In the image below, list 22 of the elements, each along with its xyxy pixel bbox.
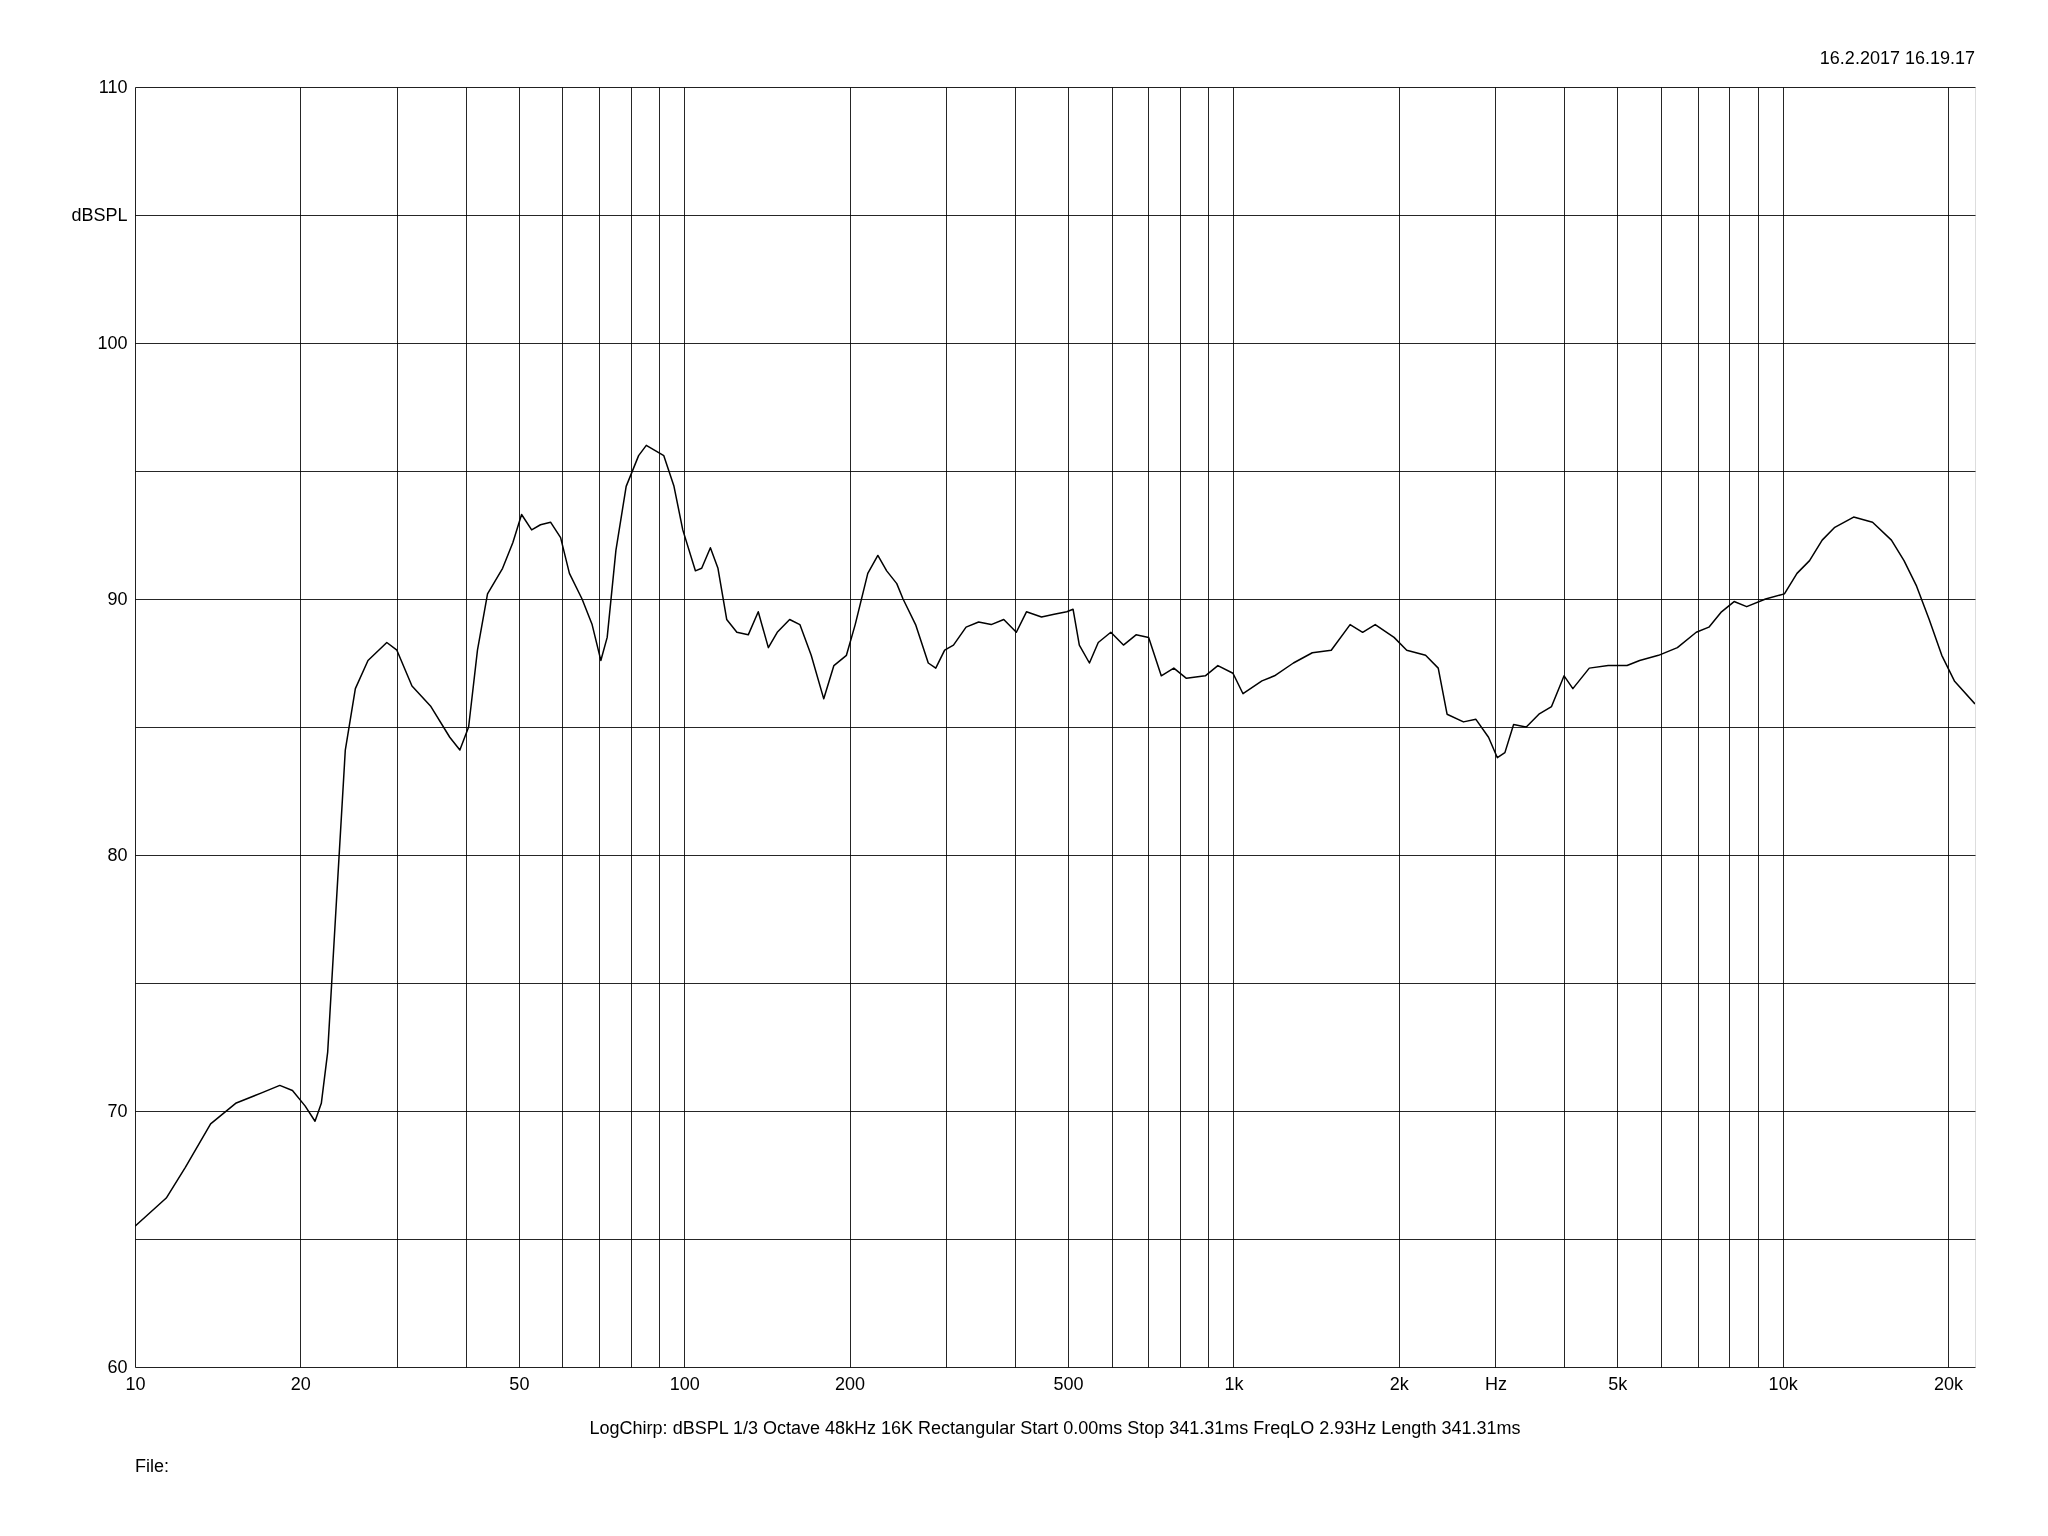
x-tick-label: Hz [1484,1373,1507,1394]
text: 16.2.2017 16.19.17 [1819,48,1975,68]
x-tick-label: 500 [1053,1373,1084,1394]
x-tick-label: 20 [290,1373,311,1394]
x-tick-label: 200 [835,1373,866,1394]
x-tick-label: 100 [669,1373,700,1394]
y-tick-label: dBSPL [71,204,128,225]
y-tick-label: 60 [107,1356,128,1377]
x-tick-label: 1k [1224,1373,1245,1394]
text: LogChirp: dBSPL 1/3 Octave 48kHz 16K Rectangular Start 0.00ms Stop 341.31ms FreqLO 2.93Hz Length 341.31ms [589,1418,1521,1438]
y-tick-label: 110 [98,76,128,97]
y-tick-label: 80 [107,844,128,865]
y-tick-label: 90 [107,588,128,609]
y-tick-label: 70 [107,1100,128,1121]
text: File: [135,1456,170,1476]
y-tick-label: 100 [97,332,128,353]
x-tick-label: 2k [1389,1373,1410,1394]
x-tick-label: 20k [1933,1373,1964,1394]
x-tick-label: 5k [1608,1373,1629,1394]
x-tick-label: 10k [1768,1373,1799,1394]
x-tick-label: 10 [125,1373,146,1394]
x-tick-label: 50 [509,1373,530,1394]
